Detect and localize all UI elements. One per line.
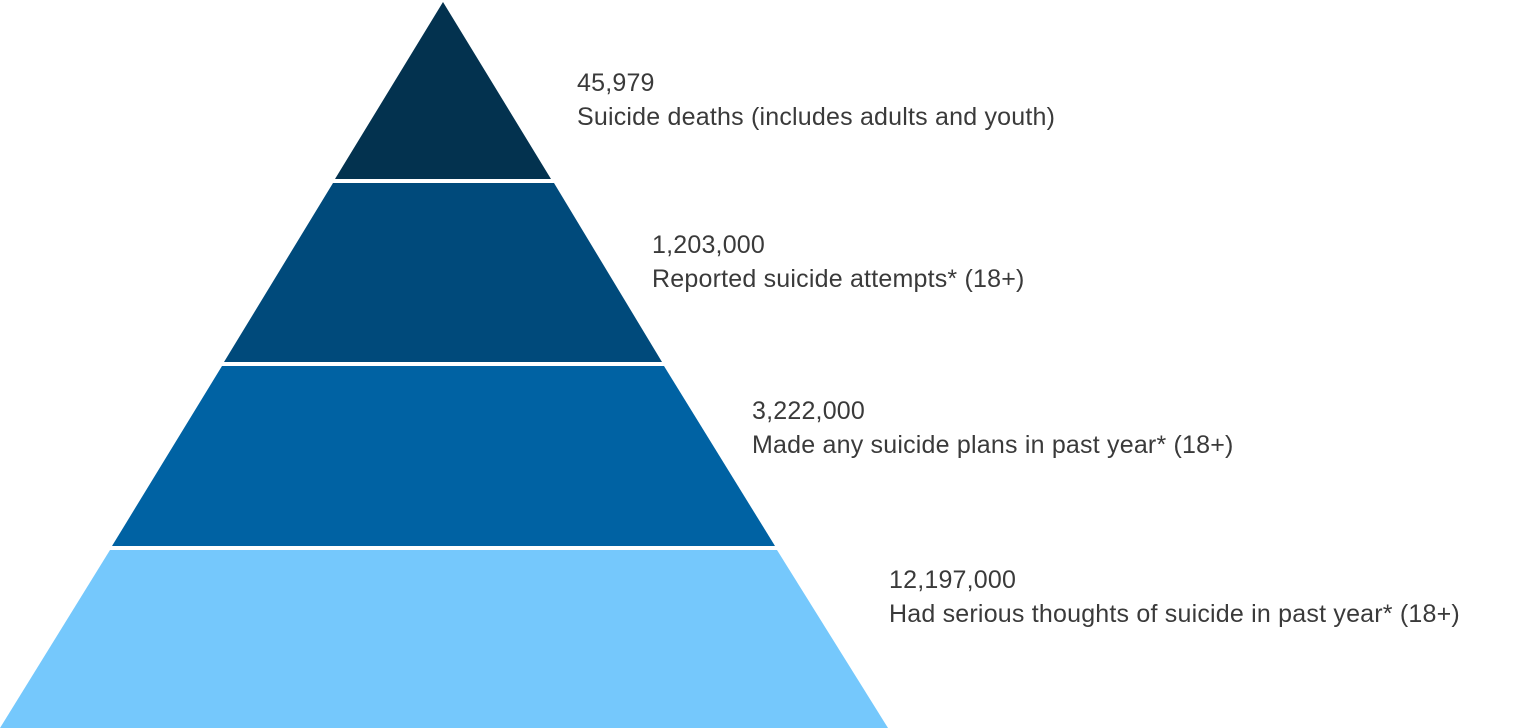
pyramid-tier-suicide-attempts — [224, 183, 662, 362]
pyramid-tier-serious-thoughts — [0, 550, 888, 728]
tier-value: 1,203,000 — [652, 231, 766, 259]
tier-value: 12,197,000 — [889, 566, 1017, 594]
tier-label-serious-thoughts: 12,197,000 Had serious thoughts of suici… — [889, 563, 1460, 631]
tier-label-suicide-plans: 3,222,000 Made any suicide plans in past… — [752, 394, 1234, 462]
tier-description: Made any suicide plans in past year* (18… — [752, 431, 1234, 459]
pyramid-tier-suicide-deaths — [335, 2, 551, 179]
tier-description: Suicide deaths (includes adults and yout… — [577, 103, 1056, 131]
tier-description: Had serious thoughts of suicide in past … — [889, 600, 1460, 628]
tier-label-suicide-deaths: 45,979 Suicide deaths (includes adults a… — [577, 66, 1055, 134]
tier-value: 3,222,000 — [752, 397, 866, 425]
pyramid-tier-suicide-plans — [112, 366, 775, 546]
tier-description: Reported suicide attempts* (18+) — [652, 265, 1025, 293]
tier-label-suicide-attempts: 1,203,000 Reported suicide attempts* (18… — [652, 228, 1025, 296]
tier-value: 45,979 — [577, 69, 655, 97]
